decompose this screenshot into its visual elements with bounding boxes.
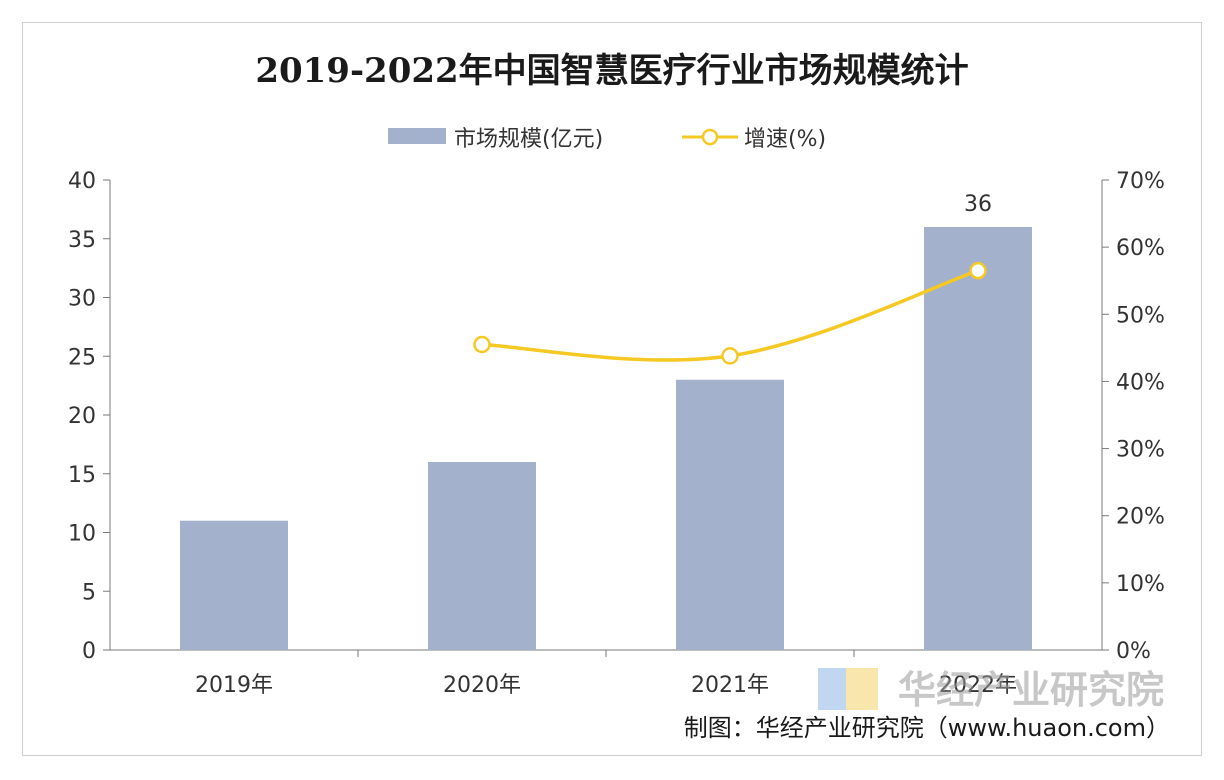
x-tick-label: 2021年 [691, 673, 769, 698]
y-right-tick-label: 10% [1116, 572, 1165, 597]
y-left-tick-label: 5 [82, 580, 96, 605]
bar [676, 379, 784, 650]
bar-series [180, 227, 1032, 650]
y-left-tick-label: 0 [82, 639, 96, 664]
line-series [473, 261, 987, 365]
bar [924, 227, 1032, 650]
bar [428, 462, 536, 650]
y-right-tick-label: 40% [1116, 370, 1165, 395]
legend-line-label: 增速(%) [744, 127, 826, 152]
y-left-tick-label: 30 [68, 287, 96, 312]
legend-bar-label: 市场规模(亿元) [454, 127, 603, 152]
y-left-tick-label: 20 [68, 404, 96, 429]
data-labels: 36 [964, 192, 992, 217]
y-right-tick-label: 30% [1116, 438, 1165, 463]
x-tick-label: 2020年 [443, 673, 521, 698]
growth-point [473, 335, 491, 354]
axes: 0 5 10 15 20 25 30 35 40 0% 10% 20% 30% 40% 50% 60% 70% 2… [68, 169, 1165, 698]
growth-line [481, 268, 979, 362]
legend-line-marker [701, 128, 719, 146]
growth-point [721, 347, 739, 365]
y-right-tick-label: 20% [1116, 505, 1165, 530]
x-tick-label: 2022年 [939, 673, 1017, 698]
y-left-tick-label: 15 [68, 463, 96, 488]
chart-title: 2019-2022年中国智慧医疗行业市场规模统计 [255, 51, 968, 91]
y-right-tick-label: 60% [1116, 236, 1165, 261]
y-right-tick-label: 0% [1116, 639, 1151, 664]
bar [180, 520, 288, 650]
watermark-text: 华经产业研究院 [898, 668, 1164, 712]
y-left-tick-label: 40 [68, 169, 96, 194]
source-note: 制图：华经产业研究院（www.huaon.com） [684, 714, 1170, 742]
y-left-tick-label: 25 [68, 345, 96, 370]
x-tick-label: 2019年 [195, 673, 273, 698]
legend: 市场规模(亿元) 增速(%) [388, 127, 826, 152]
y-right-tick-label: 50% [1116, 303, 1165, 328]
y-left-tick-label: 10 [68, 522, 96, 547]
y-left-tick-label: 35 [68, 228, 96, 253]
watermark: 华经产业研究院 [818, 668, 1164, 712]
y-right-tick-label: 70% [1116, 169, 1165, 194]
data-label: 36 [964, 192, 992, 217]
watermark-logo-yellow [846, 668, 878, 710]
growth-point [969, 261, 987, 280]
legend-bar-swatch [388, 128, 446, 144]
watermark-logo-blue [818, 668, 846, 710]
